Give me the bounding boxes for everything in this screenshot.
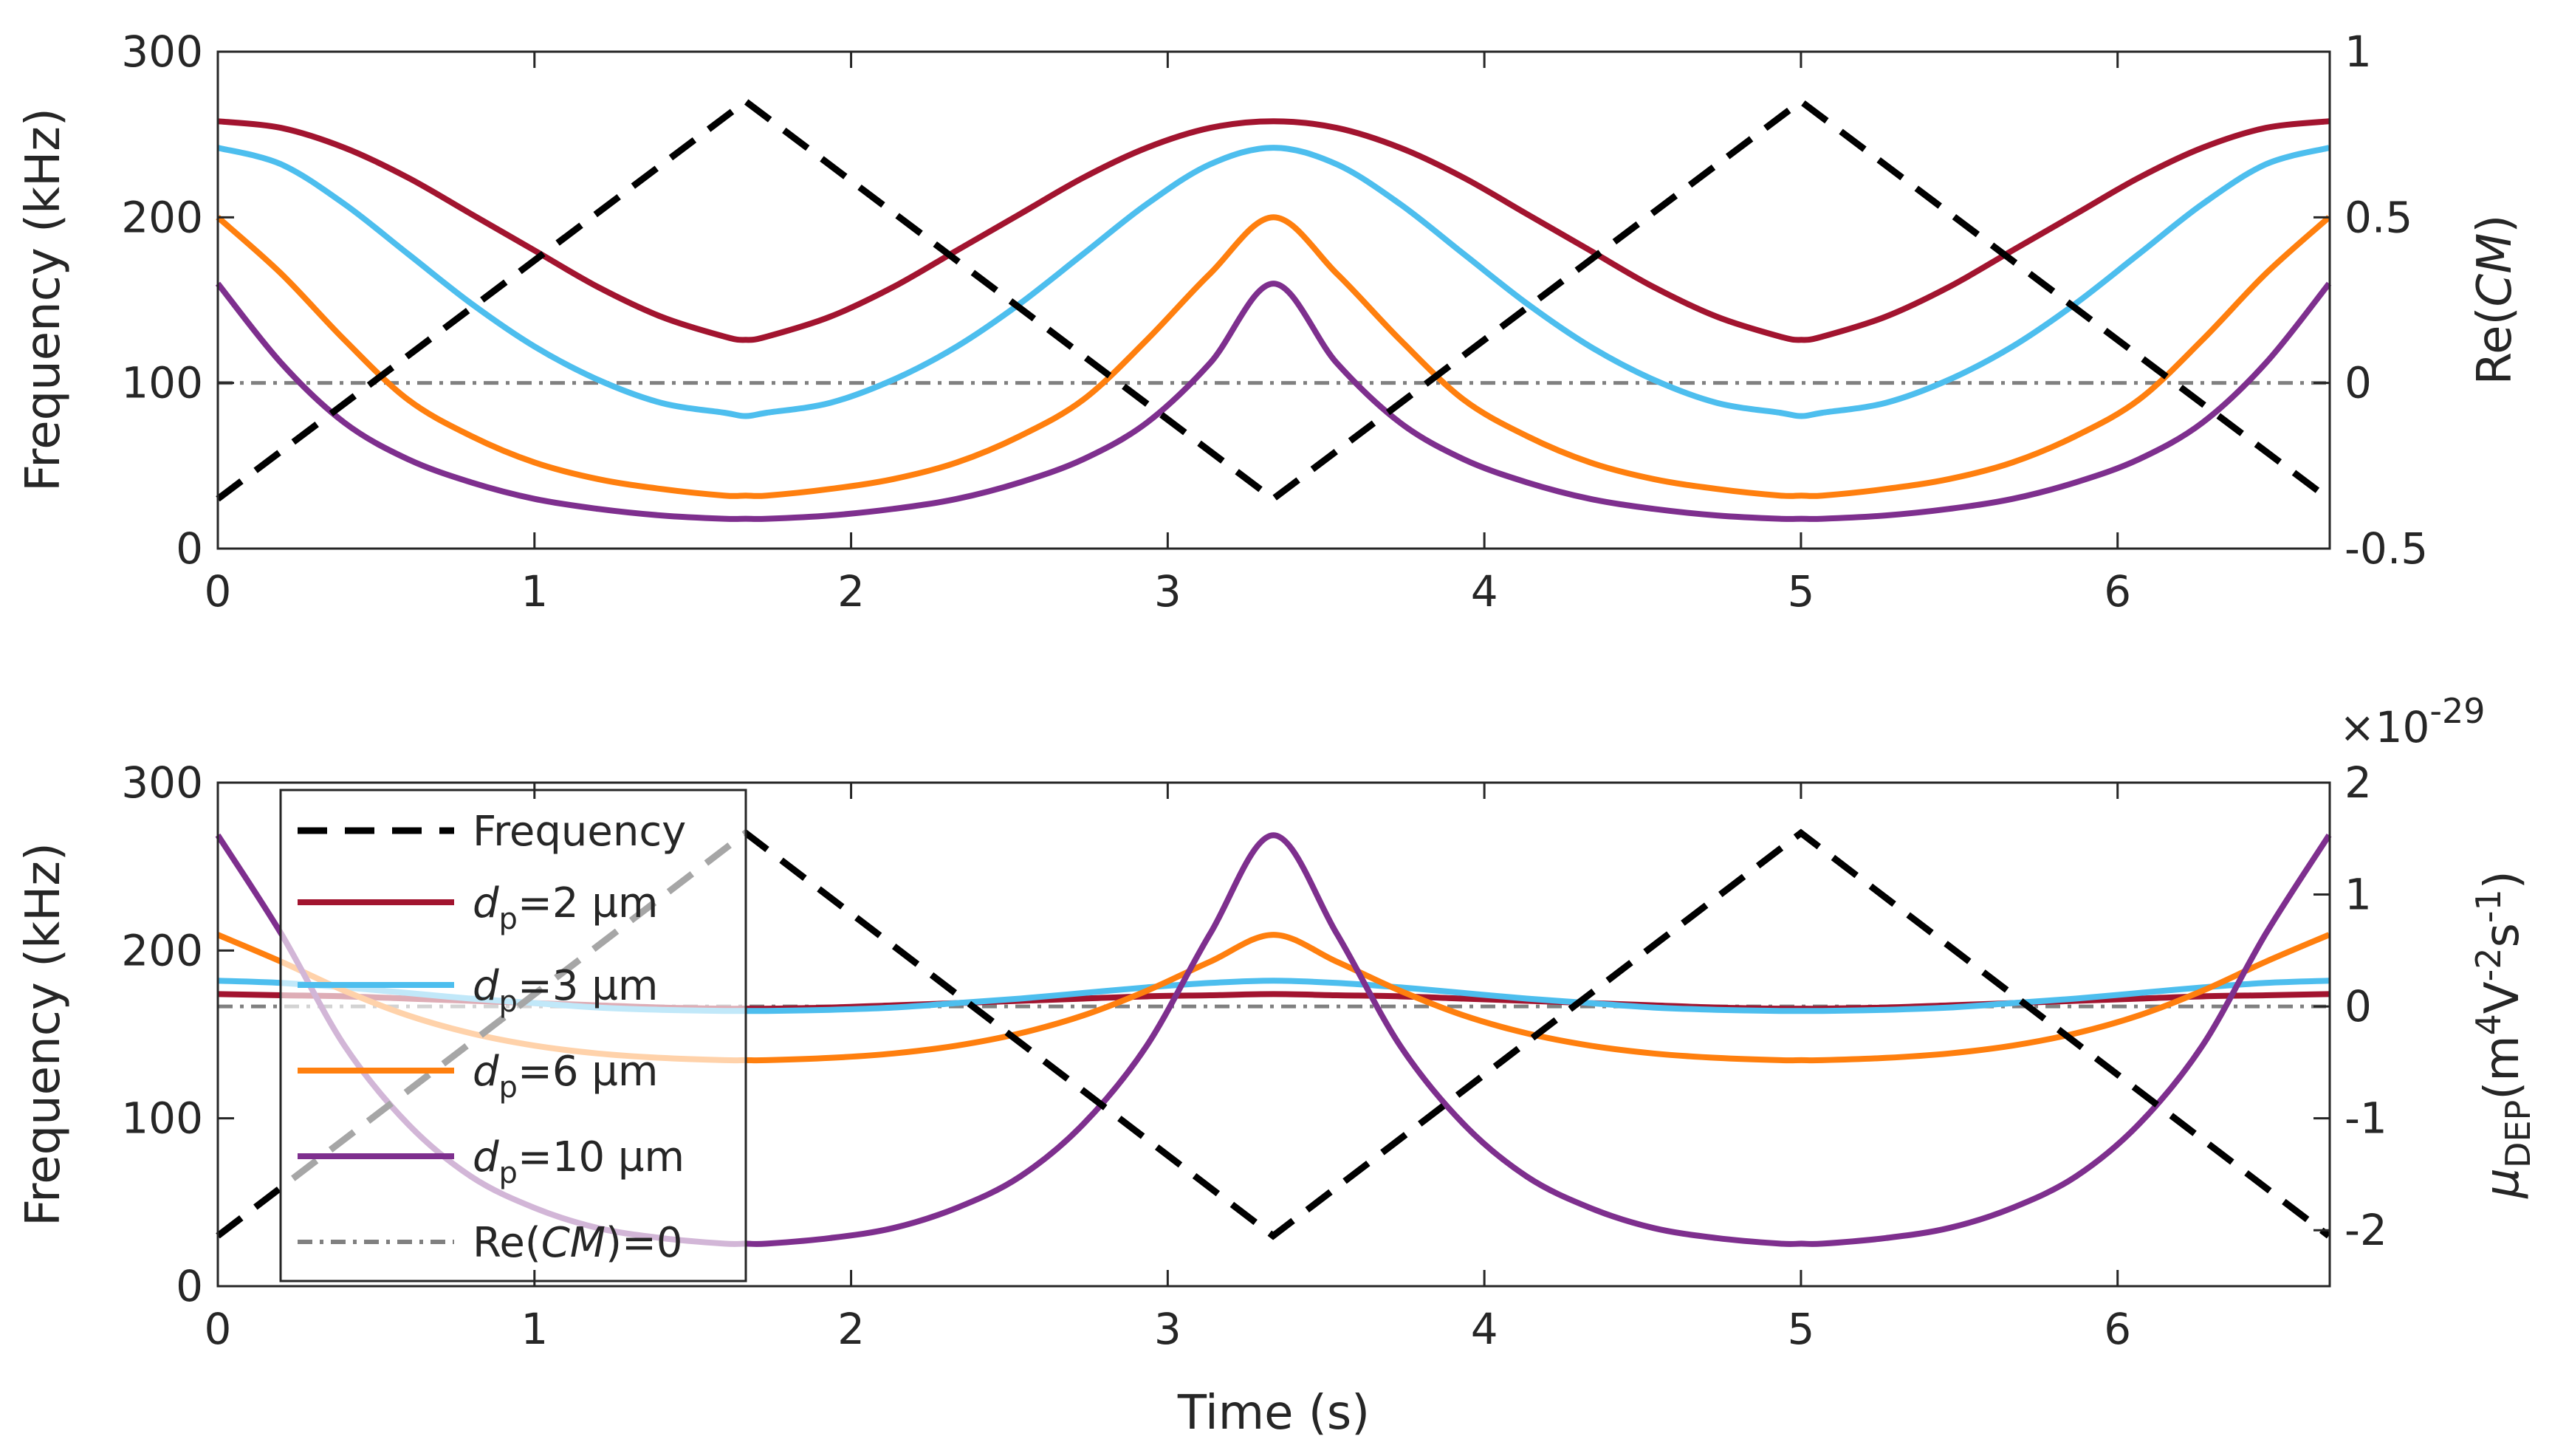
top-yright-tick-label: 0: [2345, 358, 2372, 408]
exponent-label: ×10-29: [2339, 691, 2486, 752]
bot-xtick-label: 4: [1471, 1304, 1498, 1354]
bot-yright-tick-label: 0: [2345, 981, 2372, 1031]
bot-yright-tick-label: 1: [2345, 870, 2372, 920]
legend-label-d3: dp=3 µm: [473, 962, 658, 1019]
top-yleft-tick-label: 200: [121, 192, 203, 242]
top-series-d2: [217, 118, 2330, 343]
legend-label-zero: Re(CM)=0: [473, 1219, 683, 1267]
bottom-right-axis-label-u3: -2: [2469, 947, 2508, 981]
top-axes-box: [216, 50, 2331, 550]
bottom-panel: Frequency dp=2 µm dp=3 µm dp=6 µm dp=10 …: [16, 691, 2538, 1440]
legend-label-d10-sub: p: [499, 1156, 518, 1190]
x-axis-label: Time (s): [1177, 1386, 1370, 1440]
bot-yright-tick-label: -1: [2345, 1093, 2387, 1144]
top-series-d10: [215, 281, 2332, 522]
top-xtick-label: 5: [1787, 566, 1814, 617]
top-series-d6: [216, 214, 2331, 499]
legend-label-d2-sub: p: [499, 902, 518, 936]
bot-yleft-tick-label: 300: [121, 758, 203, 808]
bottom-right-axis-label-sub: DEP: [2498, 1100, 2538, 1168]
legend-label-d3-d: d: [473, 962, 499, 1010]
top-xtick-label: 3: [1154, 566, 1181, 617]
bot-xtick-label: 6: [2104, 1304, 2131, 1354]
legend-label-d2-text: =2 µm: [518, 879, 659, 927]
top-right-axis-label-suffix: ): [2468, 215, 2522, 233]
bot-yleft-tick-label: 100: [121, 1093, 203, 1144]
legend-label-d6-d: d: [473, 1048, 499, 1096]
top-yleft-tick-label: 0: [176, 523, 203, 574]
legend-label-zero-prefix: Re(: [473, 1219, 541, 1267]
top-yleft-tick-label: 100: [121, 358, 203, 408]
bottom-right-axis-label-u0: (m: [2475, 1035, 2530, 1099]
legend-label-zero-text: )=0: [606, 1219, 682, 1267]
top-xtick-label: 0: [205, 566, 232, 617]
bot-xtick-label: 0: [205, 1304, 232, 1354]
bot-xtick-label: 2: [837, 1304, 865, 1354]
bot-xtick-label: 1: [521, 1304, 548, 1354]
legend-label-d3-sub: p: [499, 985, 518, 1019]
bottom-right-axis-label-u2: V: [2475, 981, 2530, 1014]
bot-yright-tick-label: 2: [2345, 758, 2372, 808]
top-xtick-label: 4: [1471, 566, 1498, 617]
bottom-left-axis-label: Frequency (kHz): [16, 842, 71, 1226]
exponent-label-base: ×10: [2339, 702, 2429, 752]
bot-xtick-label: 3: [1154, 1304, 1181, 1354]
bottom-ticks: 0 1 2 3 4 5 6 0 100 200 300 -2 -1 0 1 2: [121, 758, 2387, 1354]
top-ticks: 0 1 2 3 4 5 6 0 100 200 300 -0.5 0 0.5 1: [121, 27, 2428, 617]
top-right-axis-label-prefix: Re(: [2468, 306, 2522, 385]
top-xtick-label: 1: [521, 566, 548, 617]
bot-yright-tick-label: -2: [2345, 1205, 2387, 1255]
bot-yleft-tick-label: 0: [176, 1261, 203, 1311]
top-panel: 0 1 2 3 4 5 6 0 100 200 300 -0.5 0 0.5 1 Frequency (kH…: [16, 27, 2522, 617]
legend-label-d2-d: d: [473, 879, 499, 927]
top-yright-tick-label: -0.5: [2345, 523, 2428, 574]
bot-xtick-label: 5: [1787, 1304, 1814, 1354]
top-yright-tick-label: 1: [2345, 27, 2372, 77]
bottom-right-axis-label: μDEP(m4V-2s-1): [2469, 870, 2538, 1198]
top-series-frequency: [216, 97, 2331, 504]
legend-label-d6: dp=6 µm: [473, 1048, 658, 1105]
top-series-d3: [216, 145, 2330, 419]
legend-label-d10-d: d: [473, 1133, 499, 1181]
legend-label-d6-text: =6 µm: [518, 1048, 659, 1096]
top-frequency-group: [216, 97, 2331, 504]
top-yleft-tick-label: 300: [121, 27, 203, 77]
bottom-right-axis-label-u6: ): [2475, 870, 2530, 889]
legend: Frequency dp=2 µm dp=3 µm dp=6 µm dp=10 …: [279, 789, 747, 1282]
top-xtick-label: 2: [837, 566, 865, 617]
exponent-label-power: -29: [2429, 691, 2485, 731]
legend-label-d3-text: =3 µm: [518, 962, 659, 1010]
top-plot-area: [215, 97, 2332, 522]
bottom-right-axis-label-mu: μ: [2475, 1168, 2530, 1199]
legend-label-d10: dp=10 µm: [473, 1133, 685, 1190]
top-left-axis-label: Frequency (kHz): [16, 108, 71, 492]
top-series-group: [215, 118, 2332, 522]
top-xtick-label: 6: [2104, 566, 2131, 617]
legend-label-d10-text: =10 µm: [518, 1133, 685, 1181]
bottom-right-axis-label-u4: s: [2475, 923, 2530, 947]
top-right-axis-label: Re(CM): [2468, 215, 2522, 385]
bottom-axes-box: [216, 781, 2331, 1288]
top-right-axis-label-cm: CM: [2468, 233, 2522, 307]
legend-label-frequency: Frequency: [473, 808, 686, 856]
legend-label-zero-cm: CM: [541, 1219, 606, 1267]
legend-label-d6-sub: p: [499, 1071, 518, 1105]
bottom-right-axis-label-u5: -1: [2469, 889, 2508, 923]
legend-label-d2: dp=2 µm: [473, 879, 658, 936]
legend-box: [279, 789, 747, 1282]
top-yright-tick-label: 0.5: [2345, 192, 2412, 242]
bot-yleft-tick-label: 200: [121, 925, 203, 975]
bottom-right-axis-label-u1: 4: [2469, 1014, 2508, 1035]
